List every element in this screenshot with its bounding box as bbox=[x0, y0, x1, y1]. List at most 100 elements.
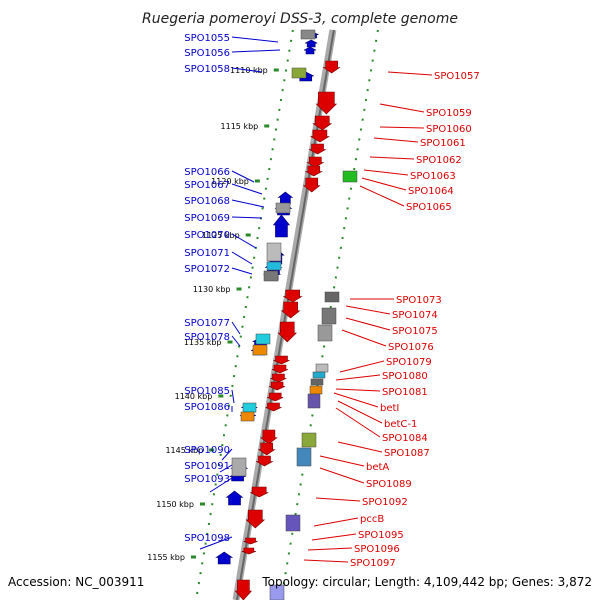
gene-leader-line bbox=[231, 389, 235, 404]
gene-leader-line bbox=[231, 49, 281, 53]
gene-label-reverse[interactable]: SPO1091 bbox=[184, 461, 230, 472]
gene-leader-line bbox=[231, 233, 257, 249]
gene-arrow-reverse bbox=[215, 551, 234, 565]
gene-label-reverse[interactable]: SPO1086 bbox=[184, 402, 230, 413]
feature-box bbox=[255, 333, 271, 345]
feature-box bbox=[231, 457, 247, 477]
gene-label-reverse[interactable]: SPO1068 bbox=[184, 196, 230, 207]
feature-box bbox=[310, 378, 324, 386]
gene-label-forward[interactable]: SPO1064 bbox=[408, 186, 454, 197]
gene-arrow-reverse bbox=[225, 490, 244, 506]
gene-label-reverse[interactable]: SPO1071 bbox=[184, 248, 230, 259]
gene-label-forward[interactable]: SPO1087 bbox=[384, 448, 430, 459]
gene-arrow-forward bbox=[302, 177, 321, 193]
gene-leader-line bbox=[219, 464, 233, 473]
gene-label-forward[interactable]: SPO1061 bbox=[420, 138, 466, 149]
gene-leader-line bbox=[373, 137, 419, 143]
gene-label-forward[interactable]: SPO1084 bbox=[382, 433, 428, 444]
gene-arrow-forward bbox=[280, 301, 301, 319]
gene-label-forward[interactable]: SPO1062 bbox=[416, 155, 462, 166]
gene-arrow-forward bbox=[322, 60, 341, 74]
kbp-tick-label: 1120 kbp bbox=[211, 177, 249, 186]
gene-label-forward[interactable]: SPO1076 bbox=[388, 342, 434, 353]
feature-box bbox=[300, 29, 316, 40]
gene-label-reverse[interactable]: SPO1093 bbox=[184, 474, 230, 485]
gene-label-reverse[interactable]: SPO1069 bbox=[184, 213, 230, 224]
gene-label-forward[interactable]: betC-1 bbox=[384, 419, 417, 430]
gene-label-reverse[interactable]: SPO1055 bbox=[184, 33, 230, 44]
gene-leader-line bbox=[337, 400, 383, 424]
gene-label-reverse[interactable]: SPO1066 bbox=[184, 167, 230, 178]
gene-label-forward[interactable]: SPO1074 bbox=[392, 310, 438, 321]
gene-leader-line bbox=[361, 177, 407, 191]
gene-leader-line bbox=[363, 169, 409, 176]
gene-label-forward[interactable]: SPO1080 bbox=[382, 371, 428, 382]
gene-label-forward[interactable]: SPO1063 bbox=[410, 171, 456, 182]
gene-leader-line bbox=[337, 441, 383, 453]
feature-box bbox=[242, 402, 257, 413]
gene-label-reverse[interactable]: SPO1067 bbox=[184, 180, 230, 191]
gene-label-reverse[interactable]: SPO1070 bbox=[184, 230, 230, 241]
feature-box bbox=[275, 202, 291, 214]
gene-arrow-forward bbox=[308, 143, 327, 155]
gene-label-forward[interactable]: SPO1065 bbox=[406, 202, 452, 213]
gene-leader-line bbox=[379, 126, 425, 129]
feature-box bbox=[342, 170, 358, 183]
gene-label-forward[interactable]: SPO1059 bbox=[426, 108, 472, 119]
gene-label-forward[interactable]: SPO1057 bbox=[434, 71, 480, 82]
gene-leader-line bbox=[319, 467, 365, 484]
gene-label-forward[interactable]: SPO1095 bbox=[358, 530, 404, 541]
gene-leader-line bbox=[231, 170, 255, 183]
gene-label-reverse[interactable]: SPO1098 bbox=[184, 533, 230, 544]
gene-leader-line bbox=[231, 251, 253, 265]
kbp-tick-label: 1145 kbp bbox=[165, 446, 203, 455]
gene-label-forward[interactable]: SPO1096 bbox=[354, 544, 400, 555]
gene-label-reverse[interactable]: SPO1085 bbox=[184, 386, 230, 397]
gene-label-reverse[interactable]: SPO1078 bbox=[184, 332, 230, 343]
gene-arrow-forward bbox=[315, 91, 338, 115]
gene-leader-line bbox=[307, 547, 353, 551]
feature-box bbox=[240, 411, 255, 422]
gene-label-forward[interactable]: SPO1081 bbox=[382, 387, 428, 398]
gene-leader-line bbox=[333, 392, 379, 408]
gene-arrow-forward bbox=[306, 156, 325, 168]
gene-arrow-reverse bbox=[277, 191, 294, 205]
gene-label-forward[interactable]: SPO1092 bbox=[362, 497, 408, 508]
gene-arrow-forward bbox=[250, 486, 269, 498]
gene-label-forward[interactable]: SPO1060 bbox=[426, 124, 472, 135]
kbp-tick-label: 1140 kbp bbox=[175, 392, 213, 401]
feature-box bbox=[291, 67, 307, 79]
gene-arrow-forward bbox=[255, 455, 274, 467]
gene-leader-line bbox=[231, 199, 265, 208]
feature-box bbox=[285, 514, 301, 532]
feature-box bbox=[307, 393, 321, 409]
feature-box bbox=[324, 291, 340, 303]
gene-arrow-forward bbox=[245, 509, 266, 529]
gene-label-forward[interactable]: SPO1097 bbox=[350, 558, 396, 569]
gene-arrow-forward bbox=[271, 364, 289, 374]
gene-label-reverse[interactable]: SPO1090 bbox=[184, 445, 230, 456]
gene-label-forward[interactable]: SPO1079 bbox=[386, 357, 432, 368]
gene-label-reverse[interactable]: SPO1077 bbox=[184, 318, 230, 329]
feature-box bbox=[296, 447, 312, 467]
gene-label-forward[interactable]: SPO1073 bbox=[396, 295, 442, 306]
kbp-tick-label: 1125 kbp bbox=[202, 231, 240, 240]
gene-leader-line bbox=[369, 156, 415, 160]
gene-leader-line bbox=[341, 329, 387, 347]
feature-box bbox=[266, 261, 282, 271]
gene-leader-line bbox=[231, 335, 241, 347]
gene-leader-line bbox=[339, 360, 385, 373]
gene-label-forward[interactable]: SPO1075 bbox=[392, 326, 438, 337]
gene-label-forward[interactable]: betI bbox=[380, 403, 399, 414]
gene-arrow-forward bbox=[267, 392, 284, 402]
gene-label-reverse[interactable]: SPO1058 bbox=[184, 64, 230, 75]
gene-label-forward[interactable]: betA bbox=[366, 462, 389, 473]
gene-label-reverse[interactable]: SPO1056 bbox=[184, 48, 230, 59]
gene-leader-line bbox=[379, 103, 425, 113]
gene-label-reverse[interactable]: SPO1072 bbox=[184, 264, 230, 275]
gene-label-forward[interactable]: SPO1089 bbox=[366, 479, 412, 490]
gene-arrow-reverse bbox=[272, 214, 291, 238]
gene-label-forward[interactable]: pccB bbox=[360, 514, 384, 525]
gene-leader-line bbox=[359, 185, 405, 207]
gene-leader-line bbox=[231, 216, 263, 219]
